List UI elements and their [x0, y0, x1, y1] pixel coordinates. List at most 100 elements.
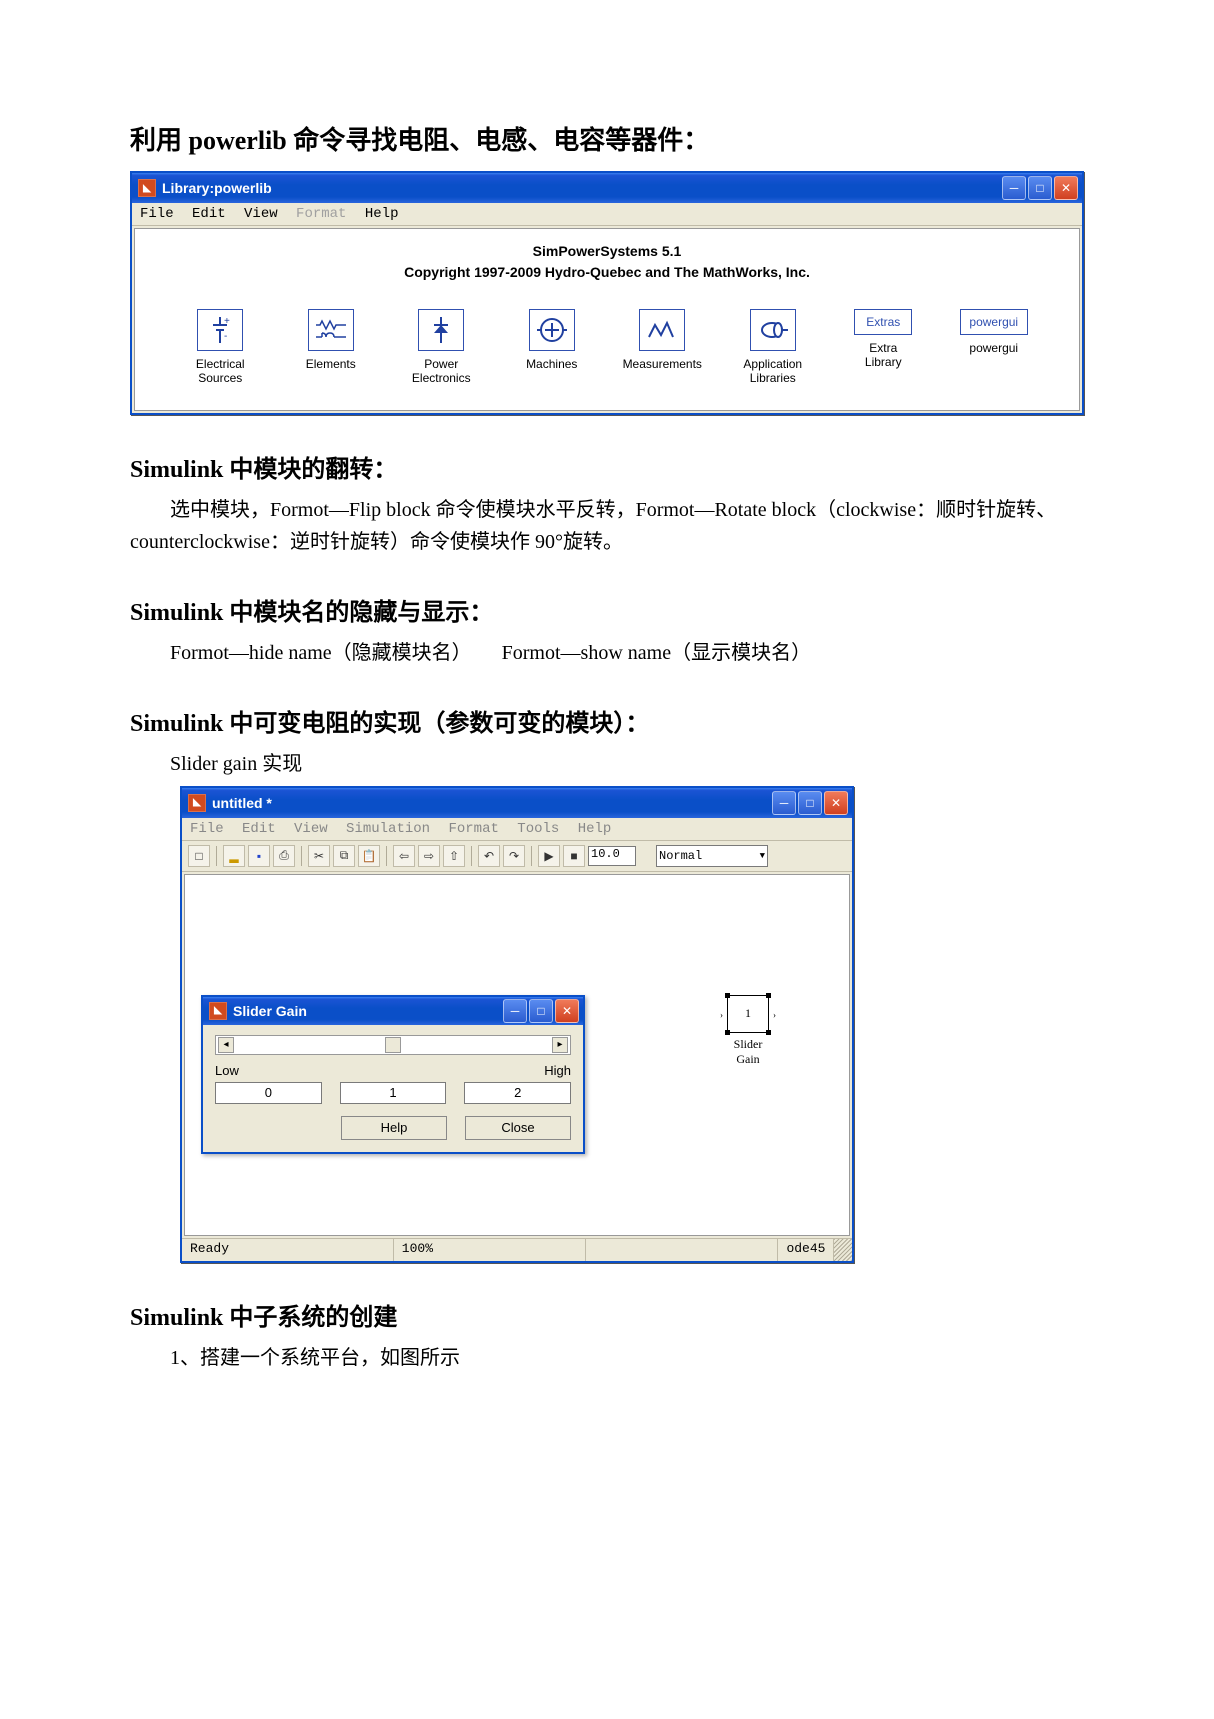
stop-button[interactable]: ■ [563, 845, 585, 867]
library-canvas: SimPowerSystems 5.1 Copyright 1997-2009 … [134, 228, 1080, 411]
heading-powerlib: 利用 powerlib 命令寻找电阻、电感、电容等器件： [130, 120, 1084, 157]
window-powerlib: ◣ Library:powerlib ─ □ ✕ File Edit View … [130, 171, 1084, 415]
low-label: Low [215, 1063, 239, 1078]
power-electronics-icon [418, 309, 464, 351]
menu-help[interactable]: Help [365, 206, 399, 222]
toolbar: □ ▂ ▪ ⎙ ✂ ⧉ 📋 ⇦ ⇨ ⇧ ↶ ↷ ▶ ■ 10.0 Normal▼ [182, 841, 852, 872]
dialog-title: Slider Gain [233, 1003, 503, 1019]
help-button[interactable]: Help [341, 1116, 447, 1140]
paragraph-flip: 选中模块，Formot—Flip block 命令使模块水平反转，Formot—… [130, 494, 1084, 558]
status-empty [586, 1239, 778, 1261]
titlebar-untitled[interactable]: ◣ untitled * ─ □ ✕ [182, 788, 852, 818]
menu-view[interactable]: View [294, 821, 328, 837]
menu-tools[interactable]: Tools [517, 821, 559, 837]
block-value: 1 [745, 1006, 751, 1021]
high-input[interactable]: 2 [464, 1082, 571, 1104]
print-button[interactable]: ⎙ [273, 845, 295, 867]
heading-flip: Simulink 中模块的翻转： [130, 449, 1084, 484]
high-label: High [544, 1063, 571, 1078]
heading-variable-resistor: Simulink 中可变电阻的实现（参数可变的模块）： [130, 703, 1084, 738]
menu-edit[interactable]: Edit [242, 821, 276, 837]
low-input[interactable]: 0 [215, 1082, 322, 1104]
menu-file[interactable]: File [190, 821, 224, 837]
model-canvas[interactable]: › › 1 SliderGain ◣ Slider Gain ─ □ ✕ [184, 874, 850, 1236]
paragraph-slider-gain: Slider gain 实现 [130, 748, 1084, 780]
application-libraries-icon [750, 309, 796, 351]
menu-format: Format [296, 206, 346, 222]
heading-subsystem: Simulink 中子系统的创建 [130, 1297, 1084, 1332]
menu-simulation[interactable]: Simulation [346, 821, 430, 837]
value-input[interactable]: 1 [340, 1082, 447, 1104]
up-button[interactable]: ⇧ [443, 845, 465, 867]
minimize-button[interactable]: ─ [772, 791, 796, 815]
paragraph-hide: Formot—hide name（隐藏模块名） Formot—show name… [130, 637, 1084, 669]
close-button[interactable]: ✕ [1054, 176, 1078, 200]
menubar: File Edit View Simulation Format Tools H… [182, 818, 852, 841]
svg-text:-: - [224, 331, 227, 342]
app-icon: ◣ [209, 1002, 227, 1020]
back-button[interactable]: ⇦ [393, 845, 415, 867]
dialog-slider-gain: ◣ Slider Gain ─ □ ✕ ◂ ▸ Low [201, 995, 585, 1154]
menu-view[interactable]: View [244, 206, 278, 222]
block-slider-gain[interactable]: › › 1 SliderGain [727, 995, 769, 1067]
play-button[interactable]: ▶ [538, 845, 560, 867]
resize-grip[interactable] [834, 1239, 852, 1261]
lib-item-power-electronics[interactable]: PowerElectronics [396, 309, 486, 386]
status-ready: Ready [182, 1239, 394, 1261]
stop-time-input[interactable]: 10.0 [588, 846, 636, 866]
minimize-button[interactable]: ─ [503, 999, 527, 1023]
slider-left-arrow[interactable]: ◂ [218, 1037, 234, 1053]
app-icon: ◣ [188, 794, 206, 812]
undo-button[interactable]: ↶ [478, 845, 500, 867]
lib-item-elements[interactable]: Elements [286, 309, 376, 371]
save-button[interactable]: ▪ [248, 845, 270, 867]
menubar: File Edit View Format Help [132, 203, 1082, 226]
slider-right-arrow[interactable]: ▸ [552, 1037, 568, 1053]
window-untitled: ◣ untitled * ─ □ ✕ File Edit View Simula… [180, 786, 854, 1263]
status-solver: ode45 [778, 1239, 834, 1261]
statusbar: Ready 100% ode45 [182, 1238, 852, 1261]
close-button[interactable]: ✕ [824, 791, 848, 815]
electrical-sources-icon: +- [197, 309, 243, 351]
titlebar-slider-gain[interactable]: ◣ Slider Gain ─ □ ✕ [203, 997, 583, 1025]
menu-help[interactable]: Help [578, 821, 612, 837]
window-title: Library:powerlib [162, 180, 1002, 196]
copy-button[interactable]: ⧉ [333, 845, 355, 867]
heading-hide-name: Simulink 中模块名的隐藏与显示： [130, 592, 1084, 627]
lib-item-electrical-sources[interactable]: +- ElectricalSources [175, 309, 265, 386]
maximize-button[interactable]: □ [1028, 176, 1052, 200]
powergui-icon: powergui [960, 309, 1028, 335]
lib-item-extra-library[interactable]: Extras ExtraLibrary [838, 309, 928, 370]
elements-icon [308, 309, 354, 351]
open-button[interactable]: ▂ [223, 845, 245, 867]
lib-item-machines[interactable]: Machines [507, 309, 597, 371]
menu-file[interactable]: File [140, 206, 174, 222]
app-icon: ◣ [138, 179, 156, 197]
sim-mode-select[interactable]: Normal▼ [656, 845, 768, 867]
maximize-button[interactable]: □ [529, 999, 553, 1023]
close-dialog-button[interactable]: Close [465, 1116, 571, 1140]
minimize-button[interactable]: ─ [1002, 176, 1026, 200]
slider-thumb[interactable] [385, 1037, 401, 1053]
status-zoom: 100% [394, 1239, 586, 1261]
lib-item-application-libraries[interactable]: ApplicationLibraries [728, 309, 818, 386]
redo-button[interactable]: ↷ [503, 845, 525, 867]
measurements-icon [639, 309, 685, 351]
cut-button[interactable]: ✂ [308, 845, 330, 867]
window-title: untitled * [212, 795, 772, 811]
slider-track[interactable]: ◂ ▸ [215, 1035, 571, 1055]
new-button[interactable]: □ [188, 845, 210, 867]
menu-edit[interactable]: Edit [192, 206, 226, 222]
close-button[interactable]: ✕ [555, 999, 579, 1023]
lib-item-measurements[interactable]: Measurements [617, 309, 707, 371]
lib-item-powergui[interactable]: powergui powergui [949, 309, 1039, 355]
maximize-button[interactable]: □ [798, 791, 822, 815]
library-heading: SimPowerSystems 5.1 Copyright 1997-2009 … [145, 241, 1069, 283]
menu-format[interactable]: Format [448, 821, 498, 837]
forward-button[interactable]: ⇨ [418, 845, 440, 867]
titlebar-powerlib[interactable]: ◣ Library:powerlib ─ □ ✕ [132, 173, 1082, 203]
paste-button[interactable]: 📋 [358, 845, 380, 867]
svg-text:+: + [224, 316, 230, 327]
block-label: SliderGain [734, 1037, 763, 1067]
paragraph-subsys-step1: 1、搭建一个系统平台，如图所示 [130, 1342, 1084, 1374]
